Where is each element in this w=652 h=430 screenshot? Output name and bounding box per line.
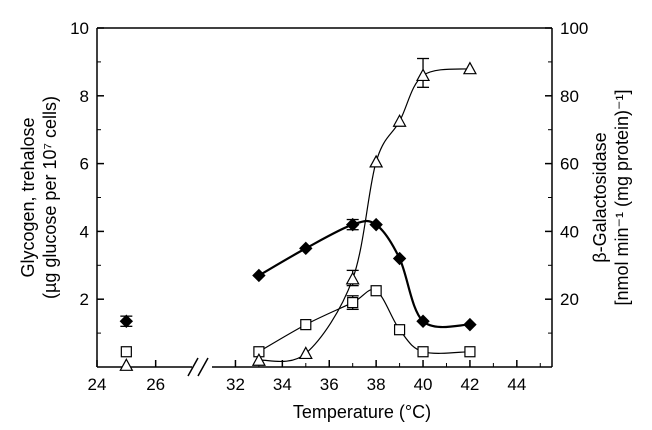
labels: 24 26 32 34 36 38 40 42 4424681020406080100Tempe… bbox=[18, 19, 632, 422]
diamond-marker bbox=[416, 314, 430, 328]
left-y-tick-label: 2 bbox=[80, 290, 89, 309]
square-marker bbox=[417, 346, 429, 358]
axis-break-mark bbox=[187, 357, 199, 377]
right-y-tick-label: 20 bbox=[560, 290, 579, 309]
diamond-marker bbox=[252, 268, 266, 283]
triangle-marker bbox=[119, 358, 134, 371]
curves bbox=[258, 68, 470, 363]
markers bbox=[119, 61, 477, 371]
square-marker bbox=[347, 296, 359, 309]
triangle-marker bbox=[462, 61, 477, 75]
x-tick-label: 24 bbox=[88, 375, 107, 394]
left-y-tick-label: 8 bbox=[80, 87, 89, 106]
x-tick-label: 34 bbox=[273, 375, 292, 394]
square-marker bbox=[300, 319, 312, 331]
series-line-open-square bbox=[258, 289, 470, 354]
left-y-tick-label: 6 bbox=[80, 155, 89, 174]
x-tick-label: 44 bbox=[507, 375, 526, 394]
left-y-axis-title-line: Glycogen, trehalose bbox=[18, 117, 38, 277]
square-marker bbox=[120, 346, 132, 358]
x-tick-label: 32 bbox=[226, 375, 245, 394]
left-y-axis-title: Glycogen, trehalose (µg glucose per 10⁷ c… bbox=[18, 96, 60, 299]
diamond-marker bbox=[463, 317, 477, 332]
square-marker bbox=[370, 285, 382, 297]
diamond-marker bbox=[119, 314, 134, 328]
triangle-marker bbox=[345, 271, 360, 285]
right-y-axis-title: β-Galactosidase [nmol min⁻¹ (mg protein)⁻… bbox=[590, 89, 632, 305]
triangle-marker bbox=[369, 154, 384, 168]
square-marker bbox=[464, 346, 476, 358]
series-line-filled-diamond bbox=[258, 219, 470, 329]
right-y-tick-label: 60 bbox=[560, 155, 579, 174]
left-y-tick-label: 4 bbox=[80, 222, 89, 241]
left-y-tick-label: 10 bbox=[70, 19, 89, 38]
diamond-marker bbox=[299, 241, 313, 256]
triangle-marker bbox=[298, 346, 313, 360]
diamond-marker bbox=[345, 217, 360, 232]
x-tick-label: 42 bbox=[460, 375, 479, 394]
diamond-marker bbox=[369, 217, 383, 232]
series-line-open-triangle bbox=[258, 68, 470, 363]
x-tick-label: 36 bbox=[320, 375, 339, 394]
triangle-marker bbox=[251, 352, 266, 366]
diamond-marker bbox=[392, 251, 407, 266]
right-y-axis-title-line: [nmol min⁻¹ (mg protein)⁻¹] bbox=[612, 89, 632, 305]
right-y-tick-label: 100 bbox=[560, 19, 588, 38]
axis-break-mark bbox=[197, 357, 209, 377]
left-y-axis-title-line: (µg glucose per 10⁷ cells) bbox=[40, 96, 60, 299]
axes bbox=[96, 27, 553, 377]
right-y-tick-label: 80 bbox=[560, 87, 579, 106]
right-y-tick-label: 40 bbox=[560, 222, 579, 241]
triangle-marker bbox=[416, 68, 431, 82]
x-tick-label: 38 bbox=[367, 375, 386, 394]
error-bars bbox=[120, 57, 430, 327]
x-tick-label: 26 bbox=[146, 375, 165, 394]
x-axis-title: Temperature (°C) bbox=[293, 402, 431, 422]
right-y-axis-title-line: β-Galactosidase bbox=[590, 132, 610, 262]
triangle-marker bbox=[392, 113, 407, 127]
x-tick-label: 40 bbox=[414, 375, 433, 394]
square-marker bbox=[393, 324, 406, 336]
